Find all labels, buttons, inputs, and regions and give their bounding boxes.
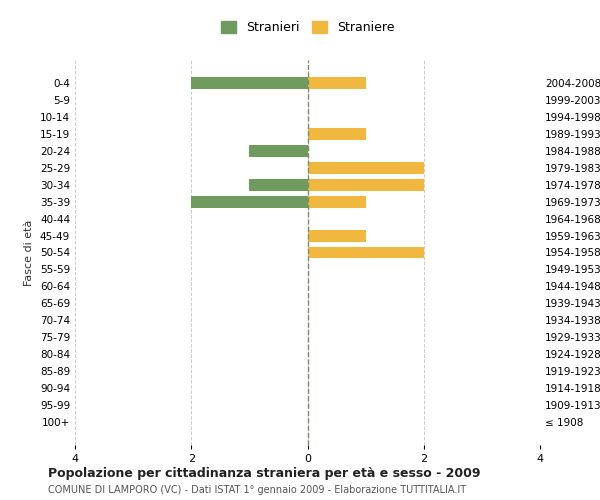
Text: COMUNE DI LAMPORO (VC) - Dati ISTAT 1° gennaio 2009 - Elaborazione TUTTITALIA.IT: COMUNE DI LAMPORO (VC) - Dati ISTAT 1° g… [48,485,466,495]
Bar [308,78,365,90]
Bar [308,128,365,140]
Bar [191,196,308,207]
Bar [308,196,365,207]
Bar [191,78,308,90]
Bar [308,246,424,258]
Bar [308,162,424,174]
Bar [308,179,424,191]
Legend: Stranieri, Straniere: Stranieri, Straniere [216,16,399,39]
Text: Popolazione per cittadinanza straniera per età e sesso - 2009: Popolazione per cittadinanza straniera p… [48,468,481,480]
Bar [250,145,308,157]
Y-axis label: Fasce di età: Fasce di età [25,220,34,286]
Bar [308,230,365,241]
Bar [250,179,308,191]
